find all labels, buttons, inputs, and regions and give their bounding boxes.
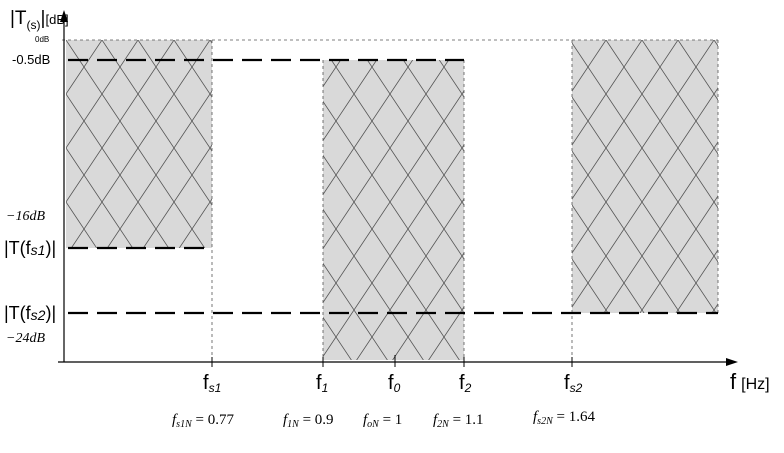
xtick-f2: f2 bbox=[459, 372, 472, 395]
xtick-fs1: fs1 bbox=[203, 372, 221, 395]
norm-f0: foN = 1 bbox=[363, 412, 402, 430]
axes bbox=[58, 10, 738, 367]
x-axis-title: f [Hz] bbox=[730, 369, 770, 394]
spec-levels bbox=[68, 58, 718, 315]
xtick-fs2: fs2 bbox=[564, 372, 583, 395]
norm-fs1: fs1N = 0.77 bbox=[172, 412, 234, 430]
xtick-f1: f1 bbox=[316, 372, 328, 395]
ts2-level-label: |T(fs2)| bbox=[4, 303, 56, 323]
stopband-low-region bbox=[66, 40, 212, 248]
xtick-f0: f0 bbox=[388, 372, 401, 395]
stopband-high-region bbox=[572, 40, 718, 313]
guide-lines bbox=[62, 39, 719, 362]
zero-db-label: 0dB bbox=[35, 35, 49, 44]
x-axis-arrow bbox=[726, 358, 738, 366]
passband-region bbox=[323, 60, 464, 360]
norm-f1: f1N = 0.9 bbox=[283, 412, 334, 430]
ripple-db-label: -0.5dB bbox=[12, 52, 50, 67]
norm-f2: f2N = 1.1 bbox=[433, 412, 484, 430]
atten1-db-label: −16dB bbox=[6, 209, 45, 224]
atten2-db-label: −24dB bbox=[6, 331, 45, 346]
y-axis-arrow bbox=[60, 10, 68, 22]
norm-fs2: fs2N = 1.64 bbox=[533, 409, 595, 427]
ts1-level-label: |T(fs1)| bbox=[4, 238, 56, 258]
y-axis-title: |T(s)|[dB] bbox=[10, 8, 69, 32]
